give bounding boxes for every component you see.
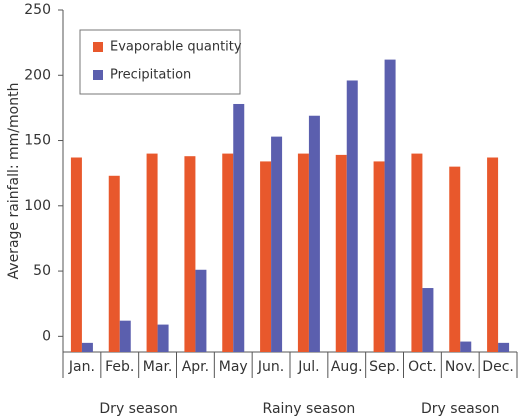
bar xyxy=(184,156,196,352)
bar xyxy=(146,153,158,352)
y-tick-label: 0 xyxy=(42,328,51,344)
bar xyxy=(119,320,131,352)
bar xyxy=(335,154,347,352)
bar xyxy=(195,269,207,352)
bar xyxy=(81,342,93,352)
x-tick-label: Jan. xyxy=(68,359,95,375)
bar xyxy=(373,161,385,352)
y-tick-label: 50 xyxy=(33,263,51,279)
bar xyxy=(346,80,358,352)
bar xyxy=(498,342,510,352)
legend-label: Precipitation xyxy=(110,68,191,83)
y-axis-label: Average rainfall: mm/month xyxy=(6,83,22,280)
bar xyxy=(108,175,120,352)
season-label: Rainy season xyxy=(263,401,356,417)
bar xyxy=(260,161,272,352)
y-tick-label: 250 xyxy=(24,2,51,18)
x-tick-label: Apr. xyxy=(182,359,209,375)
x-tick-label: Nov. xyxy=(445,359,476,375)
bar xyxy=(422,288,434,352)
y-tick-label: 150 xyxy=(24,133,51,149)
season-label: Dry season xyxy=(99,401,178,417)
season-label: Dry season xyxy=(421,401,500,417)
legend-label: Evaporable quantity xyxy=(110,40,242,55)
bar xyxy=(233,103,245,352)
bar xyxy=(297,153,309,352)
legend-swatch xyxy=(93,42,103,52)
bar xyxy=(308,115,320,353)
bar xyxy=(384,59,396,352)
x-tick-label: Jul. xyxy=(297,359,319,375)
x-tick-label: Oct. xyxy=(408,359,437,375)
y-tick-label: 100 xyxy=(24,198,51,214)
legend-box xyxy=(79,29,241,95)
legend-swatch xyxy=(93,70,103,80)
bar xyxy=(222,153,234,352)
x-tick-label: Mar. xyxy=(143,359,173,375)
bar xyxy=(449,166,461,352)
x-tick-label: Feb. xyxy=(105,359,134,375)
x-tick-label: Dec. xyxy=(482,359,514,375)
x-tick-label: Sep. xyxy=(369,359,400,375)
bar xyxy=(70,157,82,352)
bar xyxy=(271,136,283,352)
x-tick-label: Jun. xyxy=(257,359,284,375)
y-tick-label: 200 xyxy=(24,67,51,83)
bar xyxy=(487,157,499,352)
bar xyxy=(411,153,423,352)
bar xyxy=(157,324,169,352)
x-tick-label: Aug. xyxy=(331,359,363,375)
x-tick-label: May xyxy=(219,359,248,375)
bar xyxy=(460,341,472,352)
